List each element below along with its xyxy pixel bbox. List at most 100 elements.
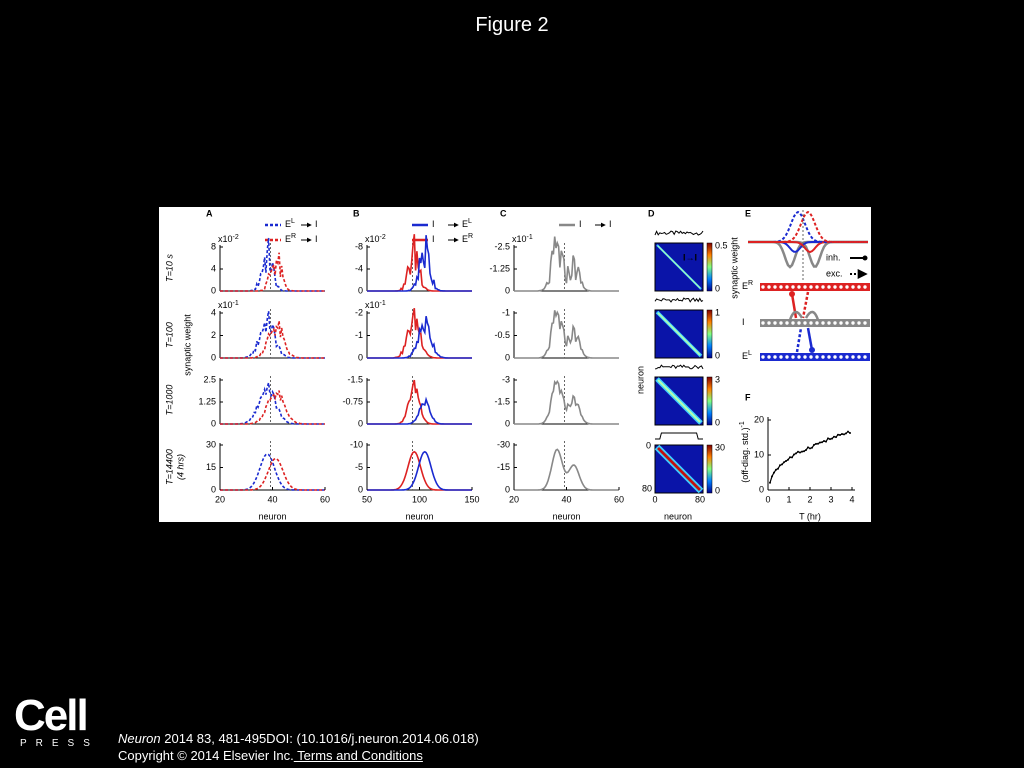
population-label-base: E (742, 281, 748, 291)
neuron (850, 320, 856, 326)
axis-scale-base: x10 (365, 234, 380, 244)
growth-point (783, 461, 785, 464)
neuron (796, 284, 802, 290)
curve (514, 310, 619, 359)
growth-point (831, 437, 833, 440)
inset-label: I→I (683, 252, 697, 262)
neuron (808, 320, 814, 326)
growth-point (789, 456, 791, 459)
growth-point (829, 438, 831, 441)
x-tick-label: 50 (362, 494, 372, 504)
x-tick-label: 2 (807, 494, 812, 504)
neuron (838, 320, 844, 326)
neuron (814, 284, 820, 290)
terms-link[interactable]: Terms and Conditions (293, 748, 423, 763)
legend-target-base: E (462, 219, 468, 229)
growth-point (791, 456, 793, 459)
growth-point (781, 463, 783, 466)
neuron (862, 320, 868, 326)
y-tick-label: -1.25 (489, 263, 510, 273)
neuron (844, 284, 850, 290)
connection-inh-blue-end (809, 347, 815, 353)
axis-scale: x10-2 (365, 234, 386, 245)
axis-scale: x10-1 (365, 300, 386, 311)
neuron (826, 354, 832, 360)
panel-label: A (206, 208, 213, 218)
colorbar-tick: 3 (715, 374, 720, 384)
x-tick-label: 150 (464, 494, 479, 504)
growth-point (785, 460, 787, 462)
y-tick-label: 0 (505, 285, 510, 295)
legend-source: I (432, 219, 435, 229)
neuron (790, 284, 796, 290)
growth-point (807, 446, 809, 449)
y-axis-label: (off-diag. std.)-1 (739, 421, 751, 483)
legend-source-base: I (579, 219, 582, 229)
y-tick-label: 15 (206, 462, 216, 472)
growth-point (779, 464, 781, 467)
growth-point (805, 449, 807, 451)
x-axis-label: T (hr) (799, 511, 821, 521)
logo: Cell PRESS (14, 694, 90, 750)
y-axis-label: neuron (635, 366, 645, 394)
x-tick-label: 80 (695, 494, 705, 504)
growth-point (787, 458, 789, 461)
y-tick-label: -8 (355, 241, 363, 251)
neuron (772, 354, 778, 360)
growth-point (817, 442, 819, 445)
neuron (832, 320, 838, 326)
neuron (838, 354, 844, 360)
neuron (790, 354, 796, 360)
colorbar-tick: 0 (715, 417, 720, 427)
population-label-base: I (742, 317, 745, 327)
axis-scale-exp: -1 (380, 300, 386, 307)
legend-target-sup: L (468, 218, 472, 225)
growth-point (793, 453, 795, 456)
neuron (862, 354, 868, 360)
curve (220, 457, 325, 491)
x-axis-label: neuron (664, 511, 692, 521)
x-tick-label: 0 (765, 494, 770, 504)
connection-exc-blue (795, 327, 803, 353)
growth-point (799, 451, 801, 454)
y-tick-label: -4 (355, 263, 363, 273)
row-label: T=100 (164, 322, 174, 348)
heatmap-diagonal-core (657, 447, 701, 491)
y-tick-label: -1 (355, 330, 363, 340)
connection-inh-red-end (789, 291, 795, 297)
neuron (838, 284, 844, 290)
growth-point (827, 437, 829, 440)
neuron (784, 354, 790, 360)
growth-point (815, 442, 817, 445)
legend-source: I (579, 219, 582, 229)
neuron (856, 354, 862, 360)
colorbar (706, 309, 713, 359)
axis-scale-base: x10 (365, 300, 380, 310)
axis-scale-base: x10 (512, 234, 527, 244)
growth-point (777, 467, 779, 470)
kernel-red-exc (748, 210, 868, 243)
axis-scale: x10-1 (218, 300, 239, 311)
y-tick-label: 20 (754, 414, 764, 424)
legend-source-base: E (285, 234, 291, 244)
growth-point (775, 468, 777, 471)
colorbar (706, 444, 713, 494)
y-tick-label: -5 (355, 462, 363, 472)
y-tick-label: -2 (355, 307, 363, 317)
y-tick-label: -1.5 (347, 374, 363, 384)
legend-target-base: I (315, 234, 318, 244)
heatmap-diagonal-core (657, 312, 701, 356)
legend-inh: inh. (826, 252, 841, 262)
neuron (862, 284, 868, 290)
connection-inh-blue (806, 327, 814, 351)
journal: Neuron (118, 731, 161, 746)
growth-point (843, 433, 845, 436)
colorbar (706, 376, 713, 426)
growth-point (773, 471, 775, 474)
y-tick-label: 0 (211, 285, 216, 295)
growth-point (769, 481, 771, 484)
legend-source: I (432, 234, 435, 244)
heatmap-diagonal-core (657, 379, 701, 423)
